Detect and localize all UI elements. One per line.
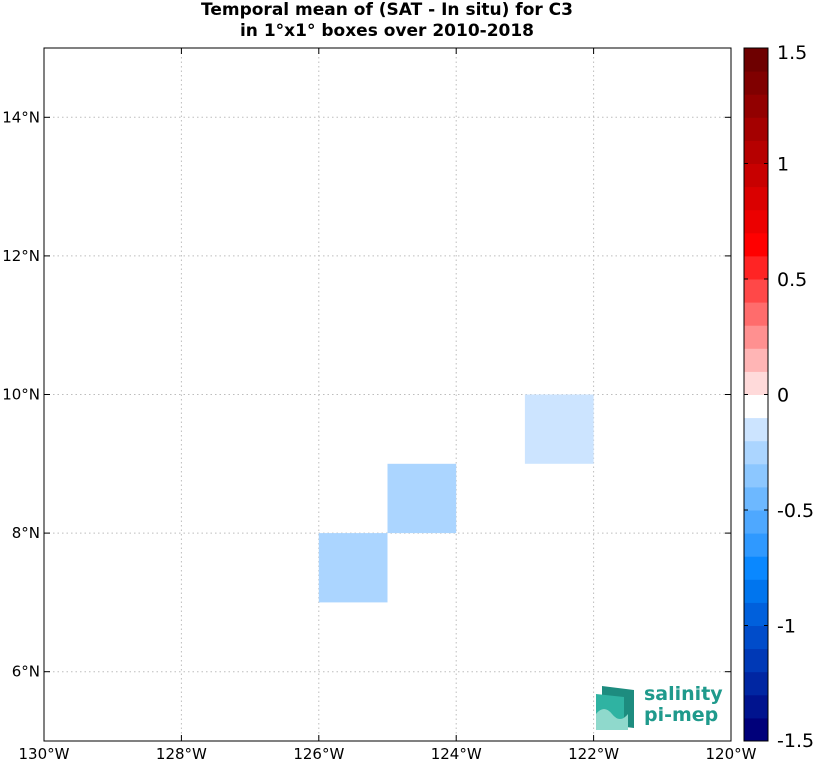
data-cells: [318, 394, 594, 603]
data-cell: [524, 394, 594, 464]
colorbar-segment: [744, 325, 768, 349]
colorbar-segment: [744, 579, 768, 603]
x-tick-label: 126°W: [293, 745, 344, 763]
x-tick-label: 122°W: [568, 745, 619, 763]
wave-logo-icon: [596, 686, 634, 730]
colorbar-segment: [744, 556, 768, 580]
x-axis: 130°W 128°W 126°W 124°W 122°W 120°W: [19, 48, 757, 763]
x-tick-label: 124°W: [431, 745, 482, 763]
colorbar-segment: [744, 717, 768, 742]
y-tick-label: 10°N: [2, 386, 40, 404]
colorbar-segment: [744, 94, 768, 118]
colorbar-segment: [744, 186, 768, 211]
colorbar-segment: [744, 140, 768, 164]
colorbar-tick-label: -1.5: [777, 730, 813, 752]
colorbar-segment: [744, 48, 768, 72]
colorbar-segment: [744, 533, 768, 557]
chart-title-line2: in 1°x1° boxes over 2010-2018: [239, 21, 535, 41]
colorbar-tick-label: 1.5: [777, 42, 807, 64]
colorbar-segment: [744, 417, 768, 442]
colorbar-tick-label: 0.5: [777, 269, 807, 291]
salinity-pi-mep-logo: salinity pi-mep: [594, 684, 724, 730]
colorbar-segment: [744, 625, 768, 650]
y-axis: 6°N 8°N 10°N 12°N 14°N: [2, 108, 731, 681]
data-cell: [387, 463, 457, 534]
colorbar-segment: [744, 209, 768, 234]
x-tick-label: 130°W: [19, 745, 70, 763]
colorbar-segment: [744, 302, 768, 326]
x-tick-label: 128°W: [156, 745, 207, 763]
colorbar-segment: [744, 694, 768, 719]
colorbar-tick-label: -0.5: [777, 500, 813, 522]
colorbar-segment: [744, 163, 768, 188]
colorbar-segment: [744, 602, 768, 626]
colorbar-segment: [744, 232, 768, 257]
colorbar-tick-label: 1: [777, 154, 789, 176]
colorbar-segment: [744, 117, 768, 141]
y-tick-label: 8°N: [12, 524, 40, 542]
colorbar-segment: [744, 671, 768, 696]
chart-title: Temporal mean of (SAT - In situ) for C3 …: [44, 0, 730, 42]
logo-text-salinity: salinity: [644, 683, 723, 705]
x-tick-label: 120°W: [706, 745, 757, 763]
y-tick-label: 14°N: [2, 108, 40, 126]
colorbar-segment: [744, 371, 768, 395]
colorbar-segment: [744, 394, 768, 419]
y-tick-label: 12°N: [2, 247, 40, 265]
colorbar-segment: [744, 463, 768, 488]
colorbar-segment: [744, 255, 768, 280]
colorbar: 1.5 1 0.5 0 -0.5 -1 -1.5: [743, 42, 813, 752]
chart-title-line1: Temporal mean of (SAT - In situ) for C3: [201, 0, 573, 20]
colorbar-segment: [744, 440, 768, 465]
colorbar-segment: [744, 348, 768, 372]
colorbar-tick-label: 0: [777, 385, 789, 407]
colorbar-tick-label: -1: [777, 616, 796, 638]
colorbar-segment: [744, 279, 768, 303]
logo-text-pi-mep: pi-mep: [644, 704, 719, 726]
colorbar-segment: [744, 510, 768, 534]
data-cell: [318, 533, 388, 603]
colorbar-segment: [744, 71, 768, 95]
colorbar-segment: [744, 486, 768, 511]
colorbar-segment: [744, 648, 768, 673]
y-tick-label: 6°N: [12, 663, 40, 681]
